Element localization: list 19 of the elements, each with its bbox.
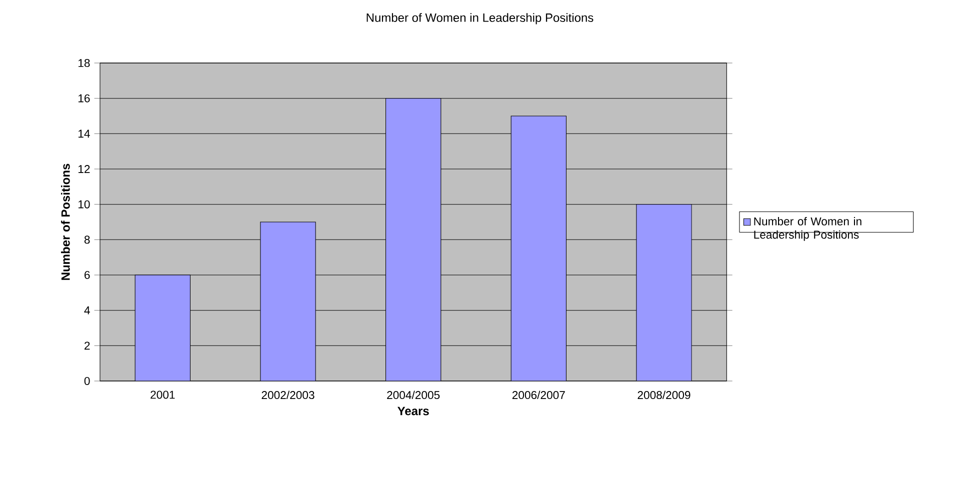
y-tick-label: 6 (84, 271, 90, 280)
y-tick-label: 0 (84, 377, 90, 386)
x-tick-label: 2001 (150, 390, 175, 399)
y-tick-label: 14 (78, 130, 90, 138)
y-tick-label: 16 (78, 94, 90, 102)
x-tick-label: 2002/2003 (262, 390, 314, 400)
y-axis-title: Number of Positions (61, 164, 70, 280)
y-tick-label: 4 (84, 306, 90, 314)
x-axis-title: Years (398, 406, 429, 416)
x-tick-label: 2006/2007 (512, 390, 565, 400)
x-tick-label: 2008/2009 (638, 390, 690, 400)
y-tick-label: 18 (78, 59, 90, 68)
y-tick-label: 8 (84, 236, 90, 244)
y-tick-label: 2 (84, 342, 90, 350)
y-tick-label: 12 (78, 165, 90, 173)
chart-title: Number of Women in Leadership Positions (366, 13, 594, 24)
x-tick-label: 2004/2005 (387, 390, 440, 400)
legend-label: Number of Women in Leadership Positions (754, 217, 862, 241)
y-tick-label: 10 (78, 200, 90, 208)
